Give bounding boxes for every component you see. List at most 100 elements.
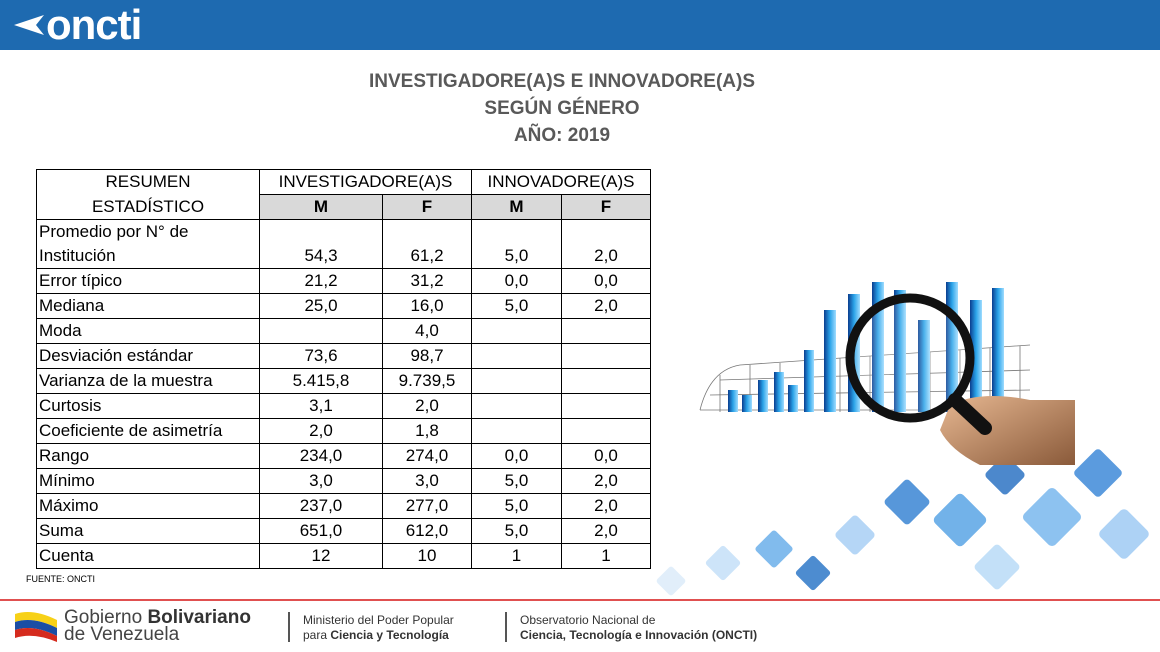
cell-value: 54,3 [259,219,383,269]
table-row: Suma 651,0 612,0 5,0 2,0 [36,518,651,544]
cell-value: 277,0 [382,493,472,519]
cell-value: 0,0 [561,443,651,469]
table-row: Mediana 25,0 16,0 5,0 2,0 [36,293,651,319]
venezuela-flag-icon [15,612,57,642]
row-label: Curtosis [36,393,260,419]
cell-value: 1 [471,543,562,569]
cell-value: 0,0 [471,268,562,294]
header-group-investigadores: INVESTIGADORE(A)S [259,169,472,195]
cell-value: 2,0 [259,418,383,444]
cell-value: 73,6 [259,343,383,369]
oncti-logo: oncti [14,1,142,48]
cell-value [561,368,651,394]
cell-value [471,393,562,419]
cell-value [471,343,562,369]
cell-value: 3,1 [259,393,383,419]
cell-value: 25,0 [259,293,383,319]
cell-value [259,318,383,344]
footer-separator [505,612,507,642]
row-label: Mediana [36,293,260,319]
cell-value: 21,2 [259,268,383,294]
ministerio-line-1: Ministerio del Poder Popular [303,613,454,627]
magnifier [845,293,992,435]
table-row: Moda 4,0 [36,318,651,344]
table-row: Rango 234,0 274,0 0,0 0,0 [36,443,651,469]
cell-value: 651,0 [259,518,383,544]
row-label: Máximo [36,493,260,519]
cell-value: 5,0 [471,219,562,269]
table-row: Varianza de la muestra 5.415,8 9.739,5 [36,368,651,394]
gobierno-line-1: Gobierno Bolivariano [64,607,251,628]
row-label: Error típico [36,268,260,294]
cell-value: 2,0 [561,493,651,519]
cell-value: 10 [382,543,472,569]
source-note: FUENTE: ONCTI [26,574,95,584]
cell-value: 61,2 [382,219,472,269]
cell-value: 2,0 [561,219,651,269]
top-banner: oncti [0,0,1160,50]
cell-value: 5,0 [471,518,562,544]
row-label-line-2: Institución [39,246,116,265]
subheader-m-innovadores: M [471,194,562,220]
table-row: Mínimo 3,0 3,0 5,0 2,0 [36,468,651,494]
row-label: Varianza de la muestra [36,368,260,394]
logo-text: oncti [46,1,142,48]
header-label-top: RESUMEN [36,169,260,195]
stats-table: RESUMEN INVESTIGADORE(A)S INNOVADORE(A)S… [36,169,651,569]
cell-value: 2,0 [561,468,651,494]
decorative-squares [656,449,1149,596]
cell-value: 5,0 [471,293,562,319]
ministerio-ciencia: Ciencia y Tecnología [330,628,449,642]
title-line-1: INVESTIGADORE(A)S E INNOVADORE(A)S [368,71,755,92]
cell-value: 31,2 [382,268,472,294]
cell-value: 98,7 [382,343,472,369]
cell-value: 5.415,8 [259,368,383,394]
cell-value: 237,0 [259,493,383,519]
table-row: Máximo 237,0 277,0 5,0 2,0 [36,493,651,519]
table-row: Coeficiente de asimetría 2,0 1,8 [36,418,651,444]
gobierno-word: Gobierno [64,607,148,628]
cell-value [471,368,562,394]
row-label: Desviación estándar [36,343,260,369]
cell-value: 5,0 [471,493,562,519]
gobierno-line-2: de Venezuela [64,624,180,645]
cell-value: 0,0 [471,443,562,469]
ministerio-para: para [303,628,331,642]
header-group-innovadores: INNOVADORE(A)S [471,169,651,195]
magnifier-chart-illustration-icon [656,282,1149,596]
row-label: Coeficiente de asimetría [36,418,260,444]
table-row: Error típico 21,2 31,2 0,0 0,0 [36,268,651,294]
cell-value: 16,0 [382,293,472,319]
row-label: Suma [36,518,260,544]
row-label: Rango [36,443,260,469]
cell-value: 2,0 [561,518,651,544]
subheader-f-investigadores: F [382,194,472,220]
table-row: Desviación estándar 73,6 98,7 [36,343,651,369]
subheader-f-innovadores: F [561,194,651,220]
row-label: Moda [36,318,260,344]
row-label: Cuenta [36,543,260,569]
header-label-bottom: ESTADÍSTICO [36,194,260,220]
table-header-row-1: RESUMEN INVESTIGADORE(A)S INNOVADORE(A)S [36,169,651,195]
footer-divider [0,599,1160,601]
title-line-3: AÑO: 2019 [513,125,611,146]
cell-value: 5,0 [471,468,562,494]
footer-separator [288,612,290,642]
page-title: INVESTIGADORE(A)S E INNOVADORE(A)S SEGÚN… [262,68,862,149]
row-label: Promedio por N° de Institución [36,219,260,269]
cell-value: 3,0 [382,468,472,494]
cell-value: 1 [561,543,651,569]
cell-value: 2,0 [382,393,472,419]
cell-value [561,318,651,344]
cell-value [561,393,651,419]
cell-value: 1,8 [382,418,472,444]
row-label-line-1: Promedio por N° de [39,222,189,241]
cell-value: 4,0 [382,318,472,344]
cell-value: 274,0 [382,443,472,469]
cell-value: 612,0 [382,518,472,544]
table-row: Promedio por N° de Institución 54,3 61,2… [36,219,651,269]
cell-value [471,418,562,444]
table-row: Curtosis 3,1 2,0 [36,393,651,419]
cell-value: 12 [259,543,383,569]
ministerio-line-2: para Ciencia y Tecnología [303,628,449,642]
